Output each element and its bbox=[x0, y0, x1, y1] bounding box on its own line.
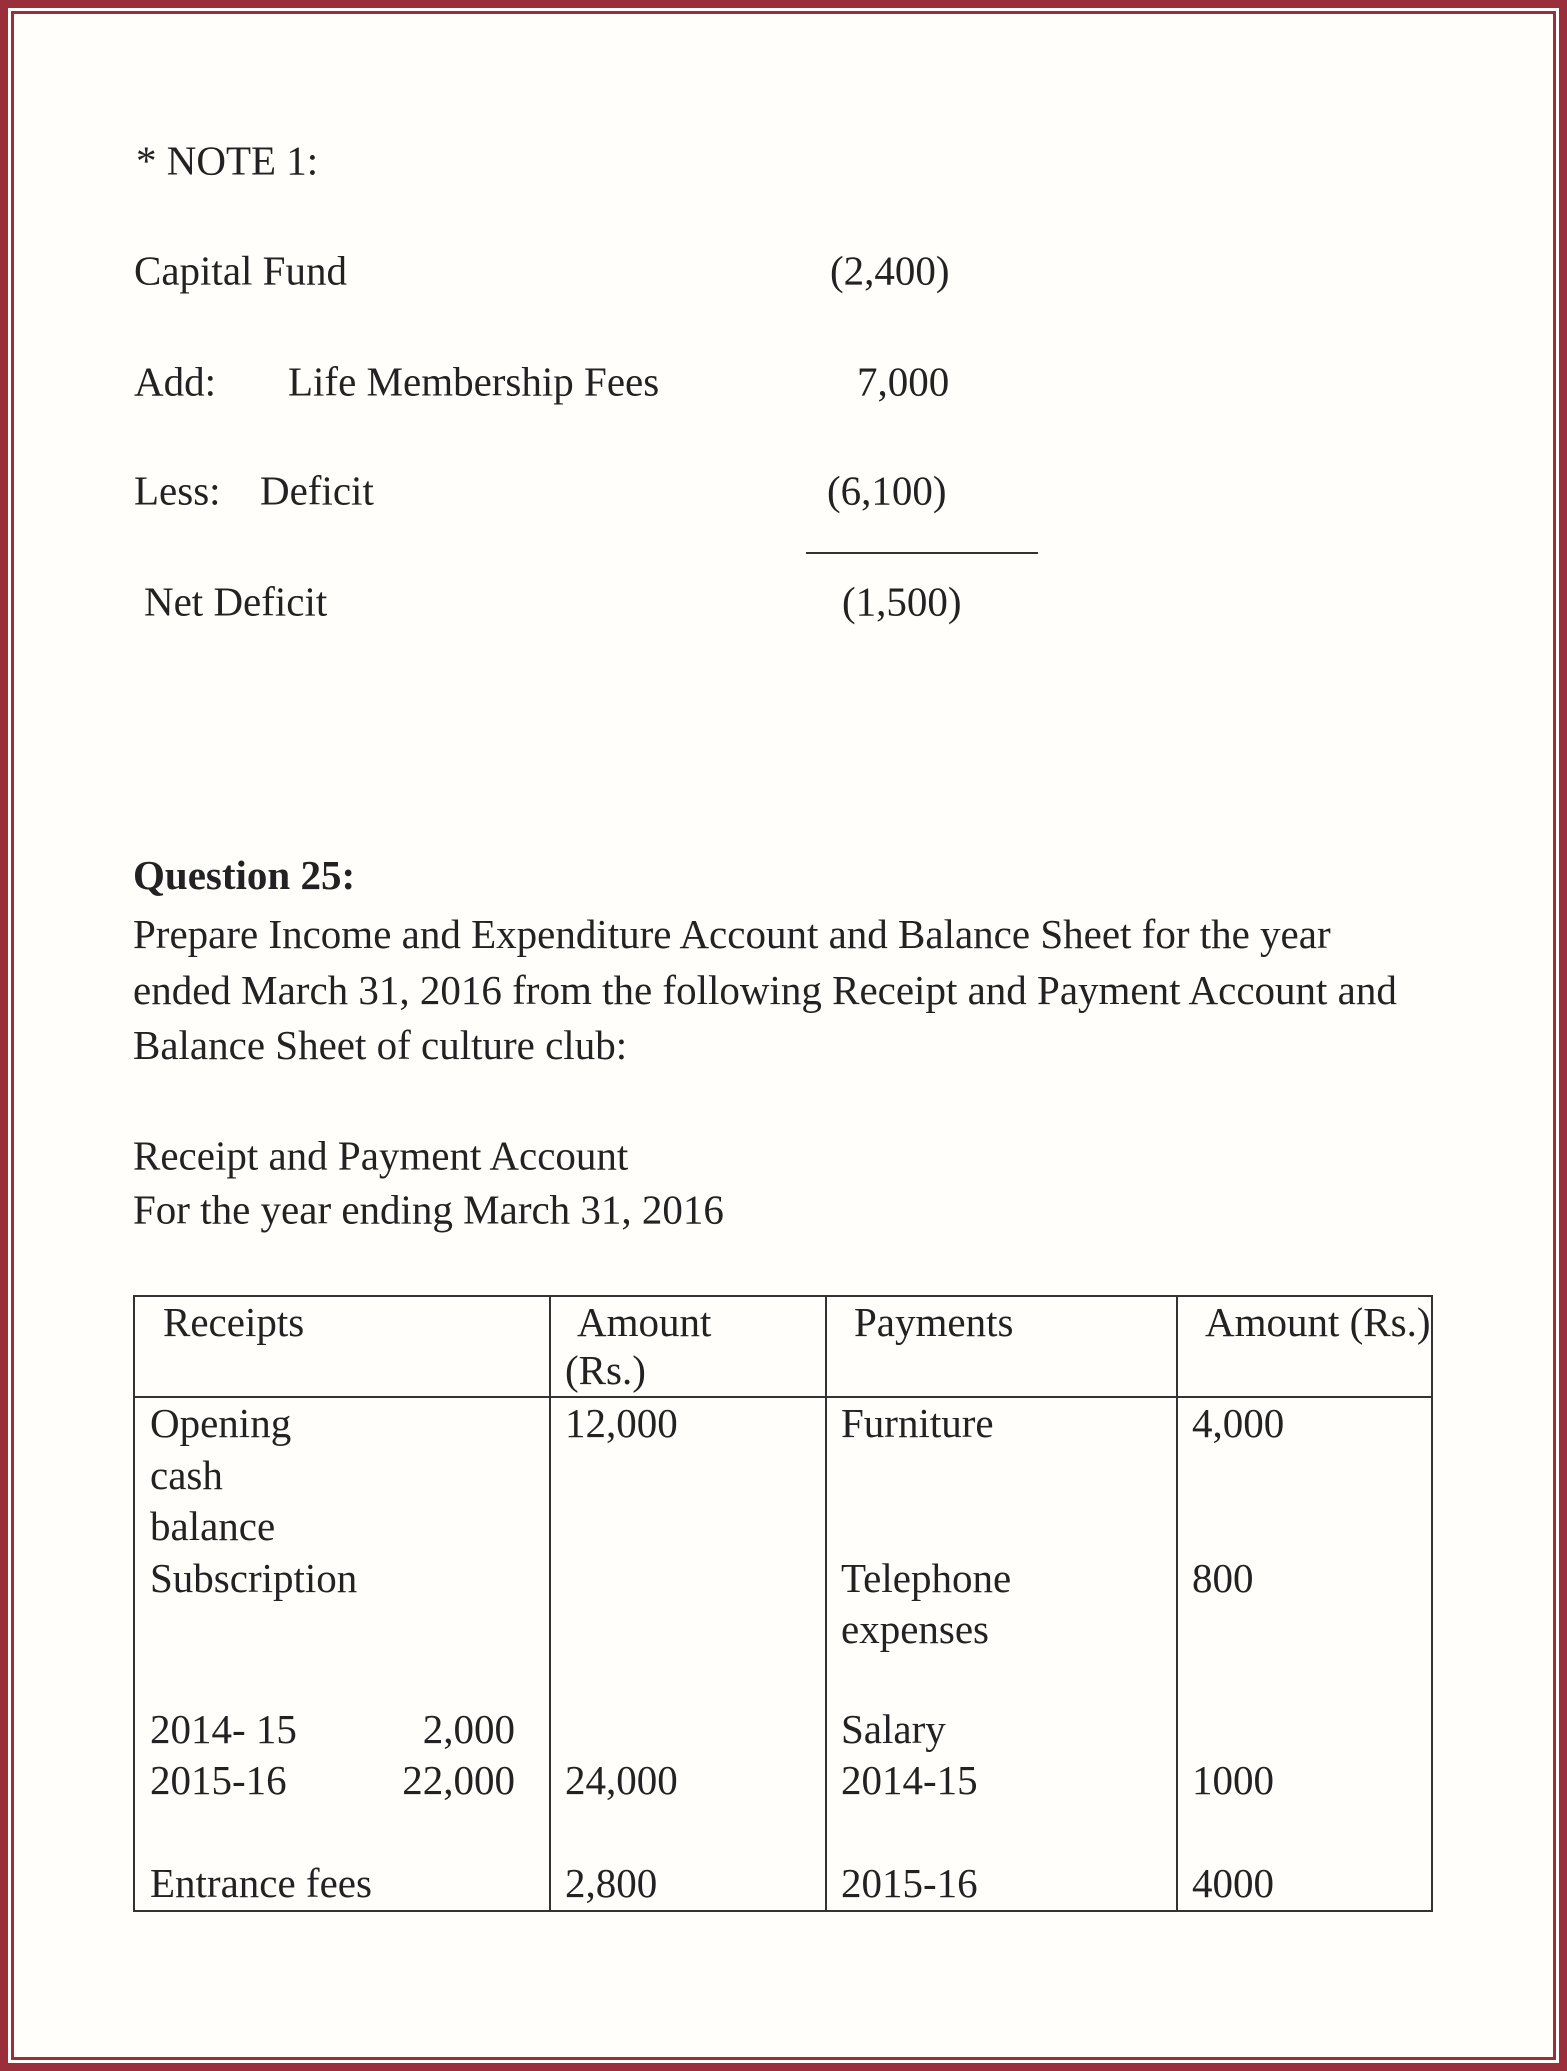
note-label: Capital Fund bbox=[134, 247, 347, 294]
table-row: Opening cash balance Subscription 2014- … bbox=[133, 1396, 1433, 1912]
receipt-payment-table: Receipts Amount (Rs.) Payments Amount (R… bbox=[133, 1295, 1433, 1912]
salary-year: 2015-16 bbox=[841, 1860, 978, 1906]
sub-amount: 22,000 bbox=[402, 1757, 515, 1803]
payment-telephone: Telephone bbox=[841, 1554, 1012, 1601]
amount-opening: 12,000 bbox=[565, 1400, 678, 1446]
payment-salary: Salary bbox=[841, 1705, 946, 1752]
sub-year: 2014- 15 bbox=[150, 1705, 297, 1752]
receipt-subscription: Subscription bbox=[150, 1554, 358, 1601]
salary-year: 2014-15 bbox=[841, 1757, 978, 1803]
payment-telephone: expenses bbox=[841, 1606, 990, 1652]
amount-salary: 1000 bbox=[1192, 1757, 1274, 1803]
amount-entrance: 2,800 bbox=[565, 1860, 658, 1906]
note-amount: 7,000 bbox=[857, 358, 950, 405]
header-amount-unit: (Rs.) bbox=[565, 1346, 646, 1393]
account-period: For the year ending March 31, 2016 bbox=[133, 1186, 724, 1233]
header-payments: Payments bbox=[854, 1299, 1014, 1345]
header-amount: Amount bbox=[577, 1299, 712, 1345]
payment-furniture: Furniture bbox=[841, 1400, 994, 1446]
amount-furniture: 4,000 bbox=[1192, 1400, 1285, 1446]
note-heading: * NOTE 1: bbox=[136, 137, 319, 184]
sub-year: 2015-16 bbox=[150, 1757, 287, 1803]
receipt-entrance: Entrance fees bbox=[150, 1860, 372, 1906]
note-sublabel: Deficit bbox=[260, 467, 374, 514]
note-amount: (2,400) bbox=[830, 247, 950, 294]
note-sublabel: Life Membership Fees bbox=[288, 358, 660, 405]
note-label: Add: bbox=[134, 358, 216, 405]
question-title: Question 25: bbox=[133, 852, 356, 898]
page-inner-border bbox=[11, 11, 1556, 2060]
table-header-row: Receipts Amount (Rs.) Payments Amount (R… bbox=[133, 1295, 1433, 1398]
net-deficit-label: Net Deficit bbox=[144, 578, 328, 625]
note-label: Less: bbox=[134, 467, 221, 514]
amount-subscription: 24,000 bbox=[565, 1757, 678, 1803]
sub-amount: 2,000 bbox=[422, 1705, 515, 1752]
total-rule bbox=[806, 552, 1038, 554]
subscription-row: 2014- 15 2,000 bbox=[150, 1704, 549, 1756]
account-title: Receipt and Payment Account bbox=[133, 1132, 629, 1179]
note-amount: (6,100) bbox=[827, 467, 947, 514]
question-text: Prepare Income and Expenditure Account a… bbox=[133, 911, 1397, 1068]
receipt-opening: balance bbox=[150, 1503, 276, 1549]
amount-telephone: 800 bbox=[1192, 1554, 1254, 1601]
header-receipts: Receipts bbox=[163, 1299, 305, 1345]
header-amount-rs: Amount (Rs.) bbox=[1205, 1299, 1431, 1345]
receipt-opening: cash bbox=[150, 1451, 223, 1498]
subscription-row: 2015-16 22,000 bbox=[150, 1755, 549, 1807]
receipt-opening: Opening bbox=[150, 1400, 292, 1446]
amount-salary: 4000 bbox=[1192, 1860, 1274, 1906]
net-deficit-amount: (1,500) bbox=[842, 578, 962, 625]
